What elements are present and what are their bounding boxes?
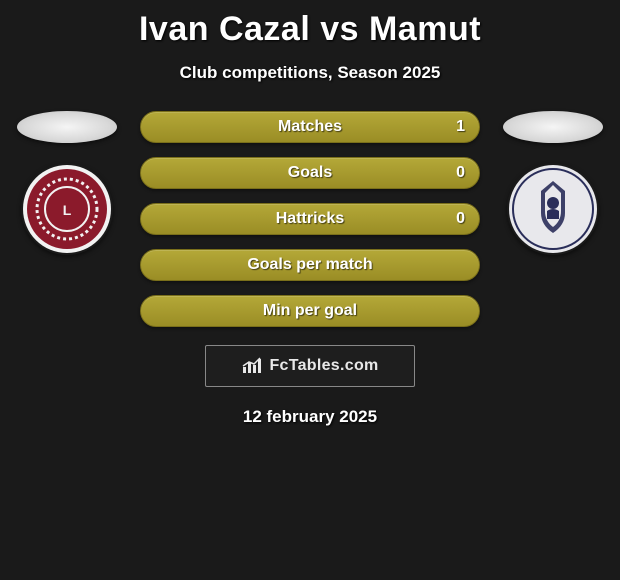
player-left-avatar (17, 111, 117, 143)
stat-label: Matches (278, 118, 342, 136)
watermark-text: FcTables.com (269, 357, 378, 375)
left-column: L (12, 111, 122, 255)
club-badge-right (507, 163, 599, 255)
stat-right-value: 0 (456, 164, 465, 182)
stats-column: Matches 1 Goals 0 Hattricks 0 Goals per … (140, 111, 480, 327)
watermark: FcTables.com (205, 345, 415, 387)
subtitle: Club competitions, Season 2025 (0, 63, 620, 83)
stat-label: Goals (288, 164, 332, 182)
svg-text:L: L (63, 202, 72, 218)
page-title: Ivan Cazal vs Mamut (0, 0, 620, 49)
stat-row-goals: Goals 0 (140, 157, 480, 189)
comparison-content: L Matches 1 Goals 0 Hattricks 0 Goals pe… (0, 111, 620, 327)
club-logo-left-icon: L (21, 163, 113, 255)
stat-right-value: 0 (456, 210, 465, 228)
stat-row-matches: Matches 1 (140, 111, 480, 143)
club-logo-right-icon (507, 163, 599, 255)
right-column (498, 111, 608, 255)
stat-label: Min per goal (263, 302, 357, 320)
player-right-avatar (503, 111, 603, 143)
stat-label: Hattricks (276, 210, 344, 228)
stat-row-goals-per-match: Goals per match (140, 249, 480, 281)
club-badge-left: L (21, 163, 113, 255)
stat-label: Goals per match (247, 256, 372, 274)
date-line: 12 february 2025 (0, 407, 620, 427)
chart-icon (241, 357, 263, 375)
stat-row-hattricks: Hattricks 0 (140, 203, 480, 235)
stat-row-min-per-goal: Min per goal (140, 295, 480, 327)
stat-right-value: 1 (456, 118, 465, 136)
